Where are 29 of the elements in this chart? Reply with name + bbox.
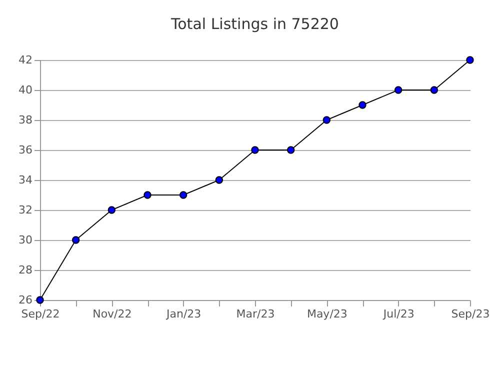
point xyxy=(72,236,80,244)
x-tick-label: May/23 xyxy=(306,308,348,320)
point xyxy=(430,86,438,94)
point xyxy=(108,206,116,214)
x-tick-label: Sep/22 xyxy=(21,308,60,320)
point xyxy=(144,191,152,199)
point xyxy=(466,56,474,64)
y-tick-label: 28 xyxy=(18,264,32,276)
y-tick-label: 30 xyxy=(18,234,32,246)
y-tick-label: 42 xyxy=(18,54,32,66)
point xyxy=(215,176,224,184)
y-tick-label: 38 xyxy=(18,114,32,126)
x-tick-label: Sep/23 xyxy=(451,308,490,320)
point xyxy=(179,191,188,199)
chart-title: Total Listings in 75220 xyxy=(170,15,339,33)
point xyxy=(394,86,402,94)
y-tick-label: 36 xyxy=(18,144,32,156)
x-tick-label: Jul/23 xyxy=(382,308,414,320)
y-tick-label: 34 xyxy=(18,174,32,186)
y-tick-label: 40 xyxy=(18,84,32,96)
x-tick-label: Mar/23 xyxy=(236,308,275,320)
point xyxy=(322,116,331,124)
point xyxy=(251,146,259,154)
point xyxy=(358,101,366,109)
point xyxy=(286,146,295,154)
y-tick-label: 26 xyxy=(18,294,32,306)
x-tick-label: Jan/23 xyxy=(165,308,202,320)
y-tick-label: 32 xyxy=(18,204,32,216)
x-tick-label: Nov/22 xyxy=(92,308,132,320)
